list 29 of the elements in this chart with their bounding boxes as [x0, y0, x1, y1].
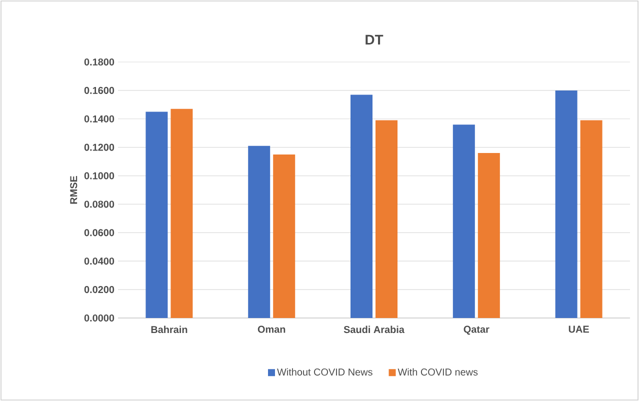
y-tick-label: 0.1600 — [84, 86, 114, 94]
bar — [350, 94, 373, 318]
x-tick-label: Bahrain — [151, 326, 188, 334]
y-tick-label: 0.0000 — [84, 314, 114, 322]
y-tick-label: 0.0800 — [84, 200, 114, 208]
x-tick-label: Oman — [258, 326, 286, 333]
bar — [376, 120, 398, 318]
y-tick-label: 0.0400 — [84, 258, 114, 265]
y-axis-title: RMSE — [70, 176, 78, 204]
y-tick-label: 0.1200 — [84, 144, 114, 151]
legend-label: Without COVID News — [277, 368, 372, 376]
legend-label: With COVID news — [398, 368, 478, 376]
y-tick-label: 0.1000 — [84, 172, 114, 180]
chart-title: DT — [366, 34, 384, 44]
bar — [452, 124, 475, 318]
y-tick-label: 0.0200 — [84, 286, 114, 294]
bar — [170, 108, 193, 318]
x-tick-label: Saudi Arabia — [344, 326, 405, 334]
y-tick-label: 0.1400 — [84, 115, 114, 122]
x-tick-label: UAE — [568, 326, 589, 333]
bar — [555, 90, 578, 318]
y-tick-label: 0.0600 — [84, 229, 114, 236]
bar — [478, 153, 500, 318]
bar — [580, 120, 602, 318]
x-tick-label: Qatar — [464, 326, 490, 335]
bar — [146, 112, 168, 318]
y-tick-label: 0.1800 — [84, 58, 114, 66]
bar — [248, 146, 270, 318]
bar — [273, 154, 296, 318]
